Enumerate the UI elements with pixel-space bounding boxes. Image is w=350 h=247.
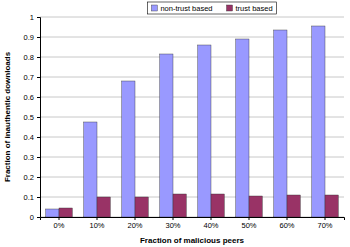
x-tick-label: 40% [203, 221, 218, 230]
y-tick-mark [37, 177, 40, 178]
bar [97, 197, 110, 217]
y-axis: 0 0.1 0.2 0.3 0.4 0.5 0.6 0.7 0.8 0.9 1 [24, 13, 41, 222]
legend-label: non-trust based [160, 4, 212, 13]
bar [173, 194, 186, 217]
y-tick-mark [37, 197, 40, 198]
x-tick-mark [249, 217, 250, 220]
y-tick-label: 0 [30, 213, 34, 222]
y-tick: 0.2 [24, 173, 40, 182]
y-tick-label: 0.2 [24, 173, 34, 182]
y-tick-mark [37, 117, 40, 118]
y-tick: 0.4 [24, 133, 40, 142]
y-tick-label: 0.4 [24, 133, 34, 142]
y-tick: 0.1 [24, 193, 40, 202]
bar [198, 45, 211, 217]
bar [122, 81, 135, 217]
y-tick: 0 [30, 213, 40, 222]
grid-line [40, 77, 344, 78]
bar [287, 195, 300, 217]
grid-line [40, 37, 344, 38]
x-tick-mark [325, 217, 326, 220]
x-tick-mark [135, 217, 136, 220]
bar-series [46, 26, 325, 217]
bar [274, 30, 287, 217]
grid-line [40, 117, 344, 118]
legend-item: non-trust based [151, 4, 212, 13]
bar [59, 208, 72, 217]
y-tick-mark [37, 17, 40, 18]
x-axis-line [41, 218, 345, 221]
y-tick-label: 0.1 [24, 193, 34, 202]
x-tick: 70% [317, 217, 332, 230]
x-axis-title: Fraction of malicious peers [140, 236, 245, 245]
y-tick-label: 0.9 [24, 33, 34, 42]
x-tick: 50% [241, 217, 256, 230]
x-tick-mark [211, 217, 212, 220]
x-tick: 10% [89, 217, 104, 230]
bars [46, 26, 339, 217]
y-tick-label: 0.6 [24, 93, 34, 102]
y-tick-mark [37, 37, 40, 38]
legend-label: trust based [236, 4, 273, 13]
y-tick-mark [37, 77, 40, 78]
y-tick-mark [37, 57, 40, 58]
bar [135, 197, 148, 217]
y-tick: 0.7 [24, 73, 40, 82]
y-tick-label: 0.5 [24, 113, 34, 122]
x-tick-label: 0% [54, 221, 65, 230]
x-tick-mark [287, 217, 288, 220]
chart: 00.10.20.30.40.50.60.70.80.910%10%20%30%… [0, 0, 350, 247]
y-tick: 0.6 [24, 93, 40, 102]
y-tick-mark [37, 157, 40, 158]
y-tick-mark [37, 217, 40, 218]
y-tick-label: 0.7 [24, 73, 34, 82]
bar [312, 26, 325, 217]
x-tick: 40% [203, 217, 218, 230]
x-tick-label: 10% [89, 221, 104, 230]
legend: non-trust based trust based [147, 2, 276, 14]
legend-swatch [151, 5, 157, 11]
x-tick-label: 30% [165, 221, 180, 230]
y-tick: 0.8 [24, 53, 40, 62]
bar [249, 196, 262, 217]
bar-series [59, 194, 338, 217]
x-tick-label: 70% [317, 221, 332, 230]
y-tick-label: 1 [30, 13, 34, 22]
legend-box [147, 2, 276, 14]
y-axis-line [37, 18, 41, 218]
bar [211, 194, 224, 217]
legend-swatch [227, 5, 233, 11]
x-tick-label: 50% [241, 221, 256, 230]
x-tick-mark [59, 217, 60, 220]
bar [236, 39, 249, 217]
y-tick-mark [37, 97, 40, 98]
bar [160, 54, 173, 217]
x-tick-mark [173, 217, 174, 220]
legend-item: trust based [227, 4, 273, 13]
grid-line [40, 57, 344, 58]
y-tick: 0.5 [24, 113, 40, 122]
x-axis: 0% 10% 20% 30% 40% 50% 60% 70% [41, 217, 345, 230]
x-tick: 30% [165, 217, 180, 230]
x-tick: 60% [279, 217, 294, 230]
grid [40, 17, 344, 217]
y-axis-title: Fraction of inauthentic downloads [3, 51, 12, 182]
bar [325, 195, 338, 217]
y-tick-label: 0.8 [24, 53, 34, 62]
y-tick: 0.9 [24, 33, 40, 42]
y-tick: 1 [30, 13, 40, 22]
grid-line [40, 97, 344, 98]
y-tick-label: 0.3 [24, 153, 34, 162]
grid-line [40, 17, 344, 18]
x-tick: 0% [54, 217, 65, 230]
x-tick: 20% [127, 217, 142, 230]
bar [46, 209, 59, 217]
bar [84, 122, 97, 217]
plot: 00.10.20.30.40.50.60.70.80.910%10%20%30%… [24, 13, 345, 230]
x-tick-label: 20% [127, 221, 142, 230]
x-tick-label: 60% [279, 221, 294, 230]
x-tick-mark [97, 217, 98, 220]
y-tick-mark [37, 137, 40, 138]
y-tick: 0.3 [24, 153, 40, 162]
